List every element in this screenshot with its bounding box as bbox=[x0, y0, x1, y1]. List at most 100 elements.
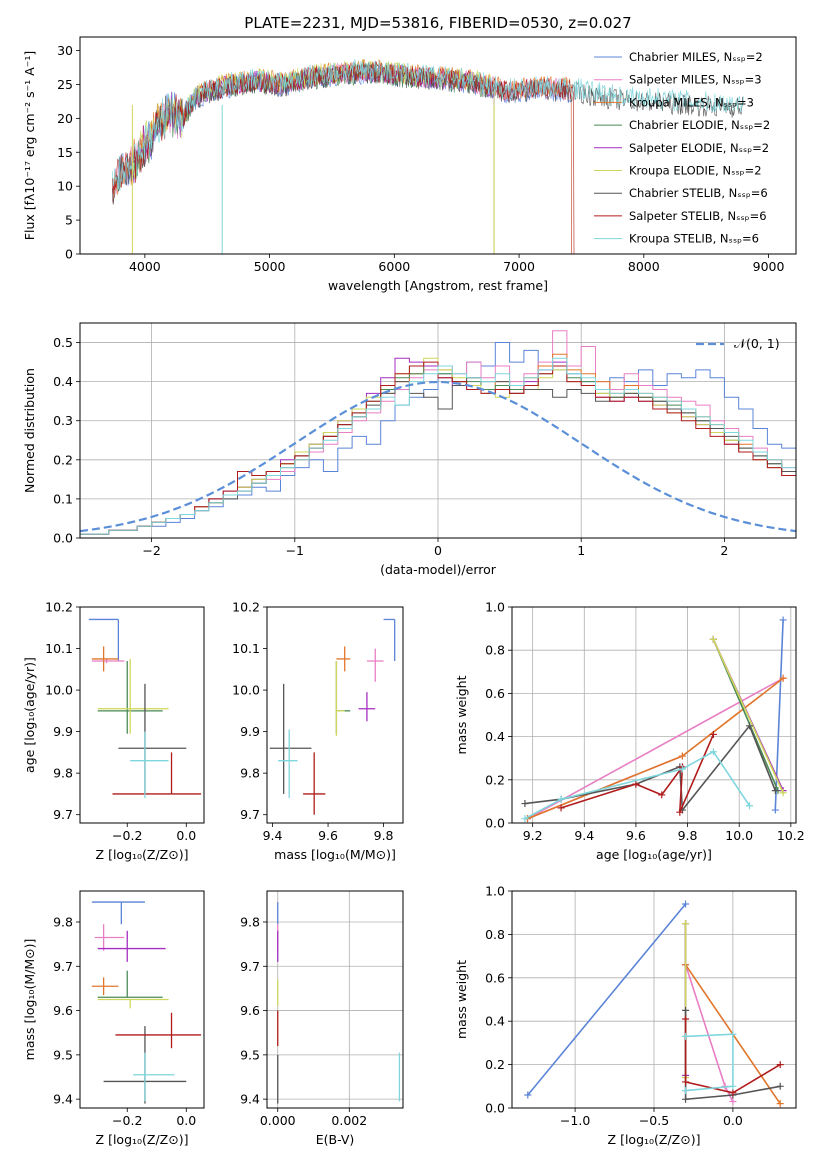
y-tick-label: 0 bbox=[65, 247, 73, 262]
weight-marker bbox=[557, 795, 565, 803]
panel-weight_vs_z: −1.0 −0.5 0.0 0.0 0.2 0.4 0.6 0.8 1.0 Z [log₁₀(Z/… bbox=[454, 884, 797, 1147]
y-tick-label: 0.2 bbox=[485, 772, 505, 787]
weight-marker bbox=[678, 765, 686, 773]
y-tick-label: 0.2 bbox=[53, 452, 73, 467]
y-tick-label: 9.8 bbox=[240, 915, 260, 930]
histogram-step bbox=[80, 342, 796, 535]
legend-label: Salpeter ELODIE, Nₛₛₚ=2 bbox=[629, 141, 769, 155]
histogram-step bbox=[80, 357, 796, 535]
panel-weight_vs_age: 9.2 9.4 9.6 9.8 10.0 10.2 0.0 0.2 0.4 0.6 0.8 1.0 ag… bbox=[454, 600, 805, 863]
legend-label: Kroupa STELIB, Nₛₛₚ=6 bbox=[629, 232, 759, 246]
y-tick-label: 9.8 bbox=[53, 915, 73, 930]
y-tick-label: 0.1 bbox=[53, 491, 73, 506]
weight-marker bbox=[682, 1032, 690, 1040]
x-axis-label: (data-model)/error bbox=[380, 562, 497, 577]
y-tick-label: 20 bbox=[57, 111, 73, 126]
spectrum-line bbox=[112, 59, 744, 192]
plot-area bbox=[524, 900, 784, 1108]
y-tick-label: 9.7 bbox=[53, 959, 73, 974]
panel-age_vs_z: −0.2 0.0 9.7 9.8 9.9 10.0 10.1 10.2 Z [log₁₀(Z/Z… bbox=[22, 600, 205, 862]
y-tick-label: 25 bbox=[57, 77, 73, 92]
legend-label: 𝒩(0, 1) bbox=[734, 336, 780, 351]
x-tick-label: 7000 bbox=[503, 259, 535, 274]
weight-marker bbox=[779, 674, 787, 682]
x-tick-label: 10.0 bbox=[725, 828, 753, 843]
x-tick-label: 5000 bbox=[254, 259, 286, 274]
weight-marker bbox=[557, 804, 565, 812]
axes-frame bbox=[511, 890, 797, 1109]
weight-marker bbox=[676, 808, 684, 816]
legend-label: Salpeter MILES, Nₛₛₚ=3 bbox=[629, 73, 762, 87]
spectrum-line bbox=[132, 62, 495, 254]
axes-frame bbox=[79, 36, 797, 255]
y-tick-label: 10.0 bbox=[232, 683, 260, 698]
plot-area bbox=[88, 618, 202, 799]
weight-marker bbox=[729, 1030, 737, 1038]
weight-marker bbox=[779, 789, 787, 797]
y-axis-label: Flux [fλ10⁻¹⁷ erg cm⁻² s⁻¹ A⁻¹] bbox=[22, 51, 37, 240]
weight-line bbox=[684, 923, 734, 1102]
y-tick-label: 0.6 bbox=[485, 970, 505, 985]
y-tick-label: 9.4 bbox=[240, 1092, 260, 1107]
weight-marker bbox=[729, 1089, 737, 1097]
weight-marker bbox=[709, 748, 717, 756]
y-tick-label: 1.0 bbox=[485, 884, 505, 899]
x-tick-label: 9.4 bbox=[574, 828, 594, 843]
weight-marker bbox=[709, 635, 717, 643]
x-tick-label: 9000 bbox=[753, 259, 785, 274]
x-tick-label: −1.0 bbox=[560, 1113, 590, 1128]
weight-marker bbox=[729, 1097, 737, 1105]
weight-line bbox=[527, 903, 687, 1096]
plot-area bbox=[80, 330, 796, 535]
histogram-step bbox=[80, 361, 796, 535]
legend-label: Chabrier MILES, Nₛₛₚ=2 bbox=[629, 50, 763, 64]
y-tick-label: 9.7 bbox=[240, 807, 260, 822]
weight-marker bbox=[682, 1006, 690, 1014]
y-tick-label: 0.4 bbox=[485, 1014, 505, 1029]
weight-marker bbox=[746, 722, 754, 730]
plot-area bbox=[112, 58, 744, 254]
y-axis-label: age [log₁₀(age/yr)] bbox=[22, 657, 37, 773]
panel-mass_vs_ebv: 0.000 0.002 9.4 9.5 9.6 9.7 9.8 E(B-V) bbox=[240, 890, 404, 1147]
x-tick-label: −0.5 bbox=[639, 1113, 669, 1128]
legend-label: Chabrier ELODIE, Nₛₛₚ=2 bbox=[629, 118, 770, 132]
x-axis-label: wavelength [Angstrom, rest frame] bbox=[328, 278, 548, 293]
y-axis-label: mass weight bbox=[454, 675, 469, 754]
weight-line bbox=[712, 639, 784, 794]
x-axis-label: Z [log₁₀(Z/Z⊙)] bbox=[608, 1132, 701, 1147]
x-tick-label: 0.0 bbox=[723, 1113, 743, 1128]
weight-marker bbox=[729, 1082, 737, 1090]
y-tick-label: 10.2 bbox=[45, 600, 73, 615]
x-tick-label: 0.000 bbox=[260, 1113, 296, 1128]
y-tick-label: 0.0 bbox=[485, 1101, 505, 1116]
gaussian-curve bbox=[80, 380, 796, 533]
x-tick-label: 0.002 bbox=[331, 1113, 367, 1128]
panel-spectrum: 4000 5000 6000 7000 8000 9000 0 5 10 15 20 25 30 wave… bbox=[22, 36, 797, 293]
y-tick-label: 9.5 bbox=[240, 1047, 260, 1062]
axes-frame bbox=[266, 606, 404, 824]
weight-marker bbox=[521, 815, 529, 823]
y-tick-label: 0.0 bbox=[485, 816, 505, 831]
x-tick-label: 4000 bbox=[129, 259, 161, 274]
y-tick-label: 1.0 bbox=[485, 600, 505, 615]
weight-marker bbox=[771, 806, 779, 814]
x-tick-label: 0.0 bbox=[176, 1113, 196, 1128]
y-tick-label: 9.8 bbox=[240, 766, 260, 781]
figure-title: PLATE=2231, MJD=53816, FIBERID=0530, z=0… bbox=[244, 14, 631, 32]
legend-label: Kroupa MILES, Nₛₛₚ=3 bbox=[629, 95, 754, 109]
x-tick-label: 9.4 bbox=[263, 828, 283, 843]
x-tick-label: −0.2 bbox=[112, 828, 142, 843]
x-axis-label: Z [log₁₀(Z/Z⊙)] bbox=[96, 847, 189, 862]
weight-marker bbox=[682, 1095, 690, 1103]
x-tick-label: 0.0 bbox=[176, 828, 196, 843]
weight-marker bbox=[524, 1091, 532, 1099]
weight-line bbox=[524, 724, 777, 813]
plot-area bbox=[91, 901, 202, 1104]
x-axis-label: mass [log₁₀(M/M⊙)] bbox=[274, 847, 396, 862]
y-tick-label: 10 bbox=[57, 179, 73, 194]
panel-age_vs_mass: 9.4 9.6 9.8 9.7 9.8 9.9 10.0 10.1 10.2 mass [log₁… bbox=[232, 600, 404, 862]
weight-marker bbox=[521, 800, 529, 808]
weight-marker bbox=[709, 730, 717, 738]
weight-marker bbox=[682, 1087, 690, 1095]
